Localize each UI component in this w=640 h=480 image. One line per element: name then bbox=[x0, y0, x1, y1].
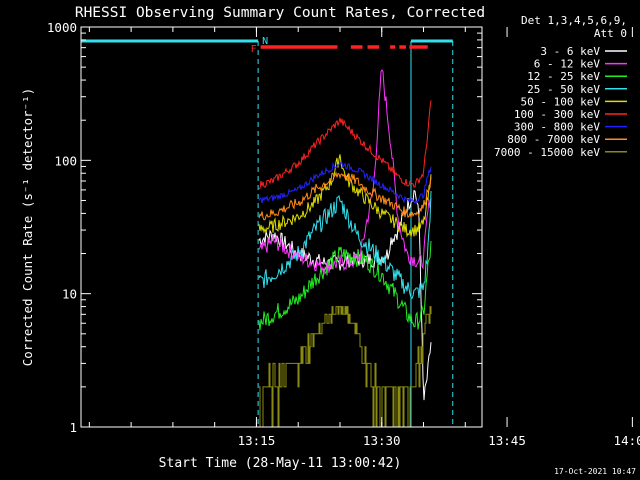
x-tick-label: 13:45 bbox=[488, 433, 526, 448]
series-line bbox=[258, 240, 432, 331]
legend-label: 25 - 50 keV bbox=[527, 83, 600, 96]
x-tick-label: 13:15 bbox=[238, 433, 276, 448]
legend-label: 800 - 7000 keV bbox=[507, 133, 600, 146]
detector-note-line-2: Att 0 bbox=[594, 27, 627, 40]
timestamp: 17-Oct-2021 10:47 bbox=[554, 467, 636, 476]
flag-bars: FN bbox=[251, 36, 428, 55]
series-line bbox=[259, 306, 432, 427]
series-line bbox=[258, 154, 432, 238]
legend-label: 100 - 300 keV bbox=[514, 108, 600, 121]
legend-label: 50 - 100 keV bbox=[521, 95, 601, 108]
series-line bbox=[258, 171, 432, 221]
legend-label: 12 - 25 keV bbox=[527, 70, 600, 83]
series-line bbox=[258, 190, 432, 300]
plot-frame bbox=[80, 26, 483, 428]
x-axis-label: Start Time (28-May-11 13:00:42) bbox=[159, 456, 402, 471]
y-tick-label: 1 bbox=[69, 420, 77, 435]
series-line bbox=[258, 161, 432, 205]
detector-note-line-1: Det 1,3,4,5,6,9, bbox=[521, 14, 627, 27]
x-tick-label: 14:00 bbox=[614, 433, 640, 448]
y-tick-label: 1000 bbox=[47, 20, 77, 35]
night-flag-label: N bbox=[262, 36, 268, 47]
x-tick-label: 13:30 bbox=[363, 433, 401, 448]
legend-label: 6 - 12 keV bbox=[534, 58, 601, 71]
y-axis-ticks: 1 10 100 1000 bbox=[47, 20, 482, 435]
y-tick-label: 100 bbox=[54, 153, 77, 168]
flare-flag-label: F bbox=[251, 44, 257, 55]
legend-label: 300 - 800 keV bbox=[514, 121, 600, 134]
y-tick-label: 10 bbox=[62, 287, 77, 302]
series-line bbox=[258, 100, 432, 190]
series-lines bbox=[258, 69, 432, 427]
legend-label: 7000 - 15000 keV bbox=[494, 146, 600, 159]
chart-title: RHESSI Observing Summary Count Rates, Co… bbox=[75, 5, 485, 21]
series-line bbox=[258, 69, 432, 276]
y-axis-label: Corrected Count Rate (s⁻¹ detector⁻¹) bbox=[20, 88, 35, 366]
legend-label: 3 - 6 keV bbox=[540, 45, 600, 58]
